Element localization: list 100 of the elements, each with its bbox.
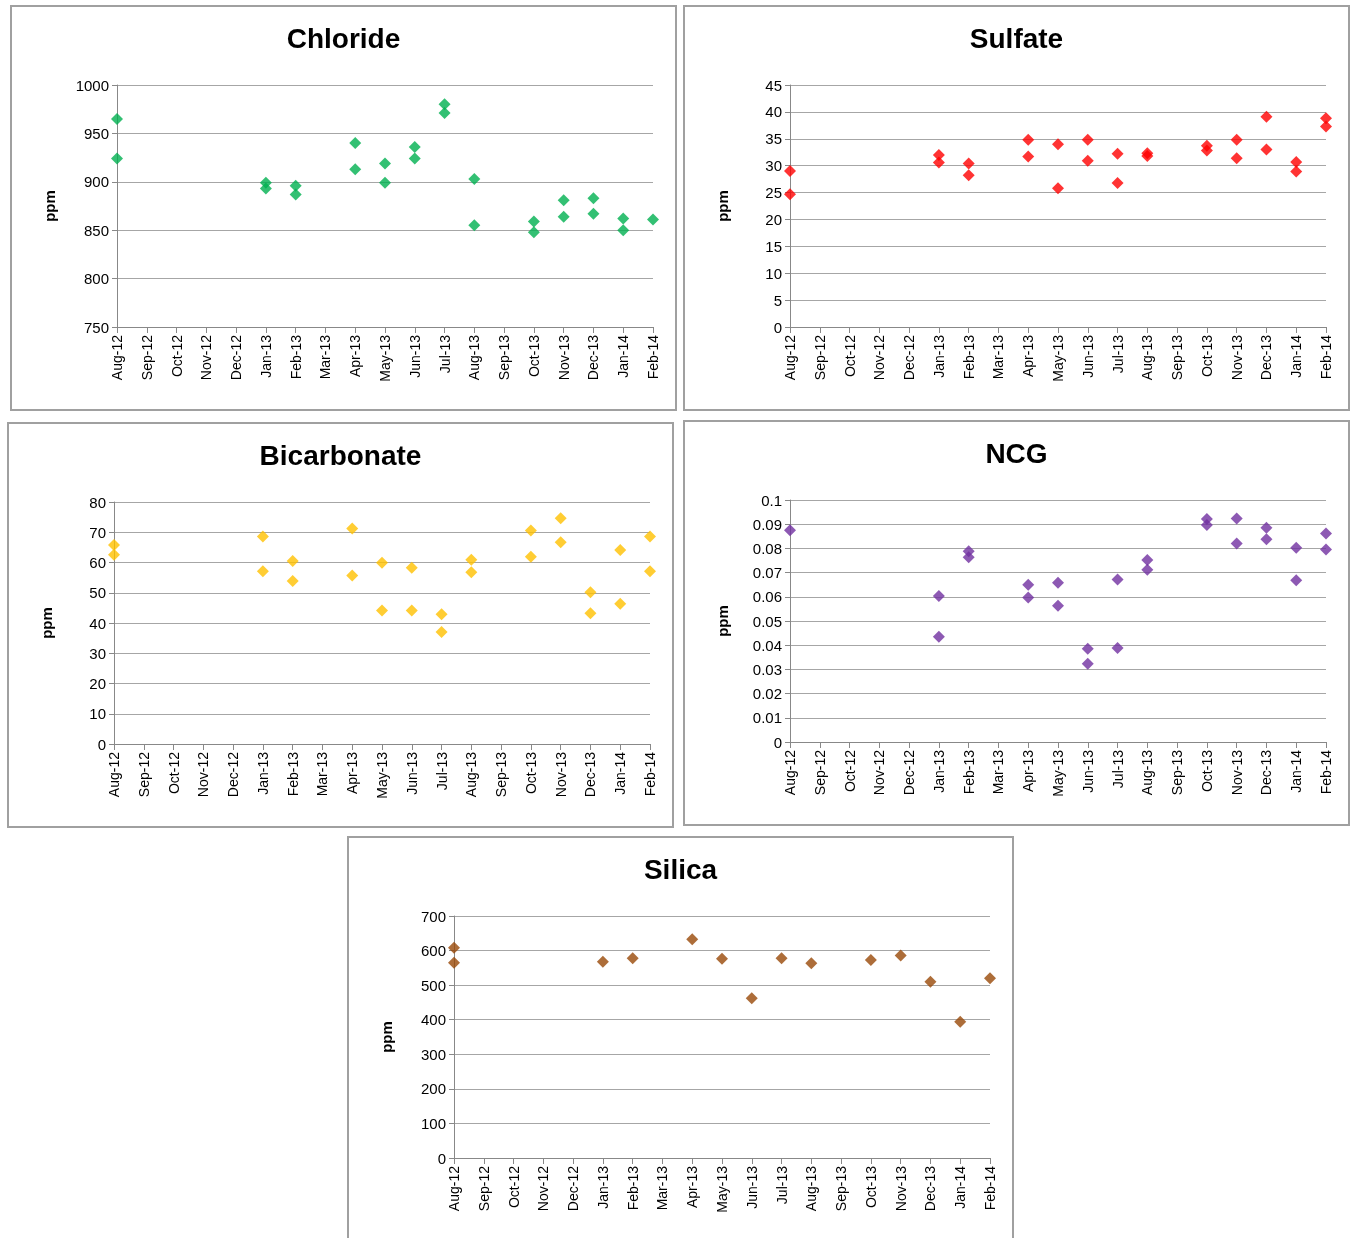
x-tick-label: Oct-13: [862, 1165, 879, 1209]
chart-title: Bicarbonate: [259, 439, 422, 471]
chart-title: Chloride: [286, 22, 401, 54]
x-tick-label: Dec-13: [582, 751, 599, 798]
y-tick-label: 50: [89, 584, 106, 602]
x-tick-label: Jan-13: [930, 749, 947, 793]
x-tick-label: Apr-13: [344, 751, 361, 795]
x-tick-label: Dec-12: [901, 334, 918, 381]
x-tick-label: May-13: [377, 334, 393, 382]
x-tick-label: Jun-13: [743, 1165, 760, 1209]
x-tick-label: Jul-13: [773, 1165, 790, 1205]
x-tick-label: Feb-14: [1318, 749, 1334, 795]
y-tick-label: 950: [83, 124, 109, 142]
y-tick-label: 850: [83, 221, 109, 239]
x-tick-label: Oct-13: [525, 334, 542, 378]
x-tick-label: Feb-13: [287, 334, 304, 380]
y-tick-label: 30: [89, 644, 106, 662]
y-tick-label: 0.07: [752, 564, 782, 582]
x-tick-label: Nov-12: [535, 1165, 552, 1212]
x-tick-label: Dec-13: [922, 1165, 939, 1212]
x-tick-label: Jan-14: [1288, 334, 1305, 378]
x-tick-label: Feb-13: [624, 1165, 641, 1211]
x-tick-label: Jan-13: [257, 334, 274, 378]
chart-title: Sulfate: [969, 22, 1064, 54]
x-tick-label: Aug-13: [1139, 749, 1156, 796]
x-tick-label: Sep-12: [135, 751, 152, 798]
x-tick-label: Feb-14: [642, 751, 658, 797]
x-tick-label: Aug-13: [803, 1165, 820, 1212]
x-tick-label: May-13: [714, 1165, 730, 1213]
x-tick-label: Apr-13: [347, 334, 364, 378]
x-tick-label: Nov-13: [1228, 334, 1245, 381]
y-tick-label: 0: [437, 1149, 446, 1167]
y-tick-label: 10: [765, 264, 782, 282]
y-tick-label: 40: [89, 614, 106, 632]
y-tick-label: 0: [97, 735, 106, 753]
y-tick-label: 10: [89, 705, 106, 723]
y-tick-label: 750: [83, 318, 109, 336]
x-tick-label: Sep-13: [496, 334, 513, 381]
x-tick-label: Sep-13: [493, 751, 510, 798]
x-tick-label: Oct-13: [522, 751, 539, 795]
x-tick-label: May-13: [1050, 334, 1066, 382]
x-tick-label: Mar-13: [314, 751, 331, 797]
x-tick-label: Jul-13: [436, 334, 453, 374]
y-tick-label: 0.01: [752, 709, 782, 727]
y-tick-label: 60: [89, 554, 106, 571]
x-tick-label: May-13: [1050, 749, 1066, 797]
x-tick-label: Apr-13: [684, 1165, 701, 1209]
x-tick-label: Feb-14: [982, 1165, 998, 1211]
x-tick-label: Sep-13: [1169, 334, 1186, 381]
x-tick-label: Aug-12: [106, 751, 122, 798]
y-axis-title: ppm: [41, 190, 58, 222]
y-tick-label: 700: [420, 907, 446, 925]
x-tick-label: Dec-13: [585, 334, 602, 381]
y-tick-label: 40: [765, 103, 782, 121]
x-tick-label: Mar-13: [317, 334, 334, 380]
x-tick-label: Mar-13: [654, 1165, 671, 1211]
x-tick-label: Nov-12: [871, 334, 888, 381]
x-tick-label: Nov-13: [892, 1165, 909, 1212]
y-tick-label: 1000: [75, 76, 109, 94]
x-tick-label: Feb-13: [284, 751, 301, 797]
x-tick-label: Aug-12: [446, 1165, 462, 1212]
y-tick-label: 0.1: [761, 491, 782, 509]
y-tick-label: 0.04: [752, 636, 782, 654]
x-tick-label: Dec-13: [1258, 749, 1275, 796]
x-tick-label: Jan-14: [615, 334, 632, 378]
y-tick-label: 0.02: [752, 685, 782, 703]
y-tick-label: 300: [420, 1045, 446, 1063]
x-tick-label: Oct-13: [1198, 749, 1215, 793]
x-tick-label: Oct-12: [841, 334, 858, 378]
x-tick-label: Aug-13: [1139, 334, 1156, 381]
x-tick-label: Aug-12: [782, 749, 798, 796]
x-tick-label: Jun-13: [406, 334, 423, 378]
y-tick-label: 100: [420, 1114, 446, 1132]
y-tick-label: 15: [765, 237, 782, 255]
y-tick-label: 800: [83, 270, 109, 288]
y-tick-label: 600: [420, 942, 446, 960]
y-tick-label: 0.05: [752, 612, 782, 630]
x-tick-label: Aug-12: [109, 334, 125, 381]
x-tick-label: Feb-14: [1318, 334, 1334, 380]
x-tick-label: Jan-14: [1288, 749, 1305, 793]
x-tick-label: Apr-13: [1020, 749, 1037, 793]
x-tick-label: Jan-14: [612, 751, 629, 795]
x-tick-label: Nov-12: [198, 334, 215, 381]
x-tick-label: Dec-12: [225, 751, 242, 798]
y-tick-label: 20: [89, 675, 106, 692]
y-axis-title: ppm: [38, 607, 55, 639]
x-tick-label: Jun-13: [1079, 334, 1096, 378]
x-tick-label: Nov-12: [871, 749, 888, 796]
y-tick-label: 30: [765, 157, 782, 175]
x-tick-label: Aug-13: [466, 334, 483, 381]
y-tick-label: 0.06: [752, 588, 782, 606]
x-tick-label: Jan-13: [594, 1165, 611, 1209]
x-tick-label: Feb-13: [960, 749, 977, 795]
x-tick-label: Jan-13: [254, 751, 271, 795]
y-tick-label: 0: [773, 733, 782, 751]
chart-title: Silica: [643, 853, 718, 885]
x-tick-label: Mar-13: [990, 334, 1007, 380]
x-tick-label: Dec-12: [565, 1165, 582, 1212]
y-tick-label: 20: [765, 210, 782, 228]
y-tick-label: 0.03: [752, 660, 782, 678]
